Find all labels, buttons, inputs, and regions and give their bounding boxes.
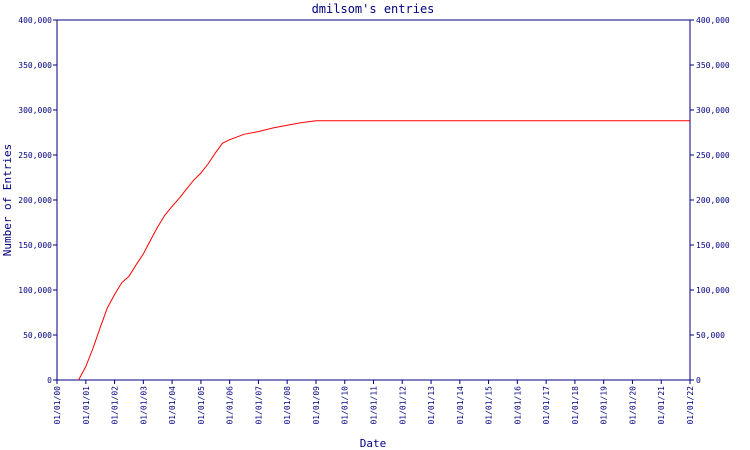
y-tick-label-left: 100,000 [18, 286, 52, 295]
x-tick-label: 01/01/06 [226, 386, 235, 425]
x-tick-label: 01/01/12 [398, 386, 407, 425]
y-tick-label-left: 0 [47, 376, 52, 385]
x-axis-label: Date [360, 437, 387, 450]
x-tick-label: 01/01/00 [53, 386, 62, 425]
y-axis-right: 0 50,000 100,000 150,000 200,000 250,000 300,0… [690, 16, 730, 385]
plot-frame [56, 19, 691, 381]
x-tick-label: 01/01/16 [513, 386, 522, 425]
y-tick-label-right: 0 [696, 376, 701, 385]
y-tick-label-right: 350,000 [696, 61, 730, 70]
x-tick-label: 01/01/04 [168, 386, 177, 425]
series-line [78, 120, 690, 381]
y-tick-label-left: 400,000 [18, 16, 52, 25]
chart-title: dmilsom's entries [312, 2, 435, 16]
x-tick-label: 01/01/07 [254, 386, 263, 425]
x-axis: 01/01/00 01/01/01 01/01/02 01/01/03 01/01/04… [53, 380, 695, 425]
x-tick-label: 01/01/09 [312, 386, 321, 425]
x-tick-label: 01/01/10 [341, 386, 350, 425]
x-tick-label: 01/01/15 [485, 386, 494, 425]
y-axis-label: Number of Entries [1, 144, 14, 257]
x-tick-label: 01/01/02 [111, 386, 120, 425]
x-tick-label: 01/01/11 [370, 386, 379, 425]
x-tick-label: 01/01/22 [686, 386, 695, 425]
y-tick-label-left: 350,000 [18, 61, 52, 70]
x-tick-label: 01/01/05 [197, 386, 206, 425]
y-tick-label-right: 150,000 [696, 241, 730, 250]
x-tick-label: 01/01/14 [456, 386, 465, 425]
x-tick-label: 01/01/08 [283, 386, 292, 425]
x-tick-label: 01/01/17 [542, 386, 551, 425]
x-tick-label: 01/01/20 [628, 386, 637, 425]
x-tick-label: 01/01/03 [139, 386, 148, 425]
x-tick-label: 01/01/13 [427, 386, 436, 425]
y-axis-left: 0 50,000 100,000 150,000 200,000 250,000 300,0… [18, 16, 57, 385]
y-tick-label-right: 200,000 [696, 196, 730, 205]
y-tick-label-right: 300,000 [696, 106, 730, 115]
x-tick-label: 01/01/19 [600, 386, 609, 425]
y-tick-label-right: 400,000 [696, 16, 730, 25]
y-tick-label-right: 250,000 [696, 151, 730, 160]
x-tick-label: 01/01/01 [82, 386, 91, 425]
series-layer [78, 120, 690, 381]
y-tick-label-right: 50,000 [696, 331, 725, 340]
y-tick-label-left: 250,000 [18, 151, 52, 160]
y-tick-label-left: 150,000 [18, 241, 52, 250]
y-tick-label-right: 100,000 [696, 286, 730, 295]
y-tick-label-left: 300,000 [18, 106, 52, 115]
y-tick-label-left: 200,000 [18, 196, 52, 205]
x-tick-label: 01/01/18 [571, 386, 580, 425]
y-tick-label-left: 50,000 [23, 331, 52, 340]
x-tick-label: 01/01/21 [657, 386, 666, 425]
